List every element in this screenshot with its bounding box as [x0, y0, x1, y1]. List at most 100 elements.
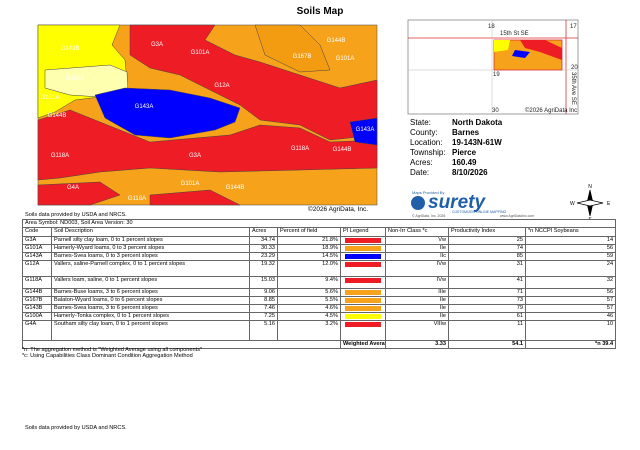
- map-area: G143B G3A G101A G167B G144B G101A G100A G101A G1…: [37, 19, 611, 220]
- soil-table: Area Symbol: ND003, Soil Area Version: 3…: [21, 219, 617, 349]
- soil-polygon: [37, 181, 121, 206]
- map-label: G144B: [226, 185, 245, 191]
- table-cell: IIe: [385, 244, 449, 253]
- map-label: G118A: [51, 153, 69, 159]
- info-value: 19-143N-61W: [452, 138, 502, 147]
- table-cell: VIIIw: [385, 320, 449, 341]
- column-header: Code: [22, 227, 52, 237]
- table-cell: Vallers loam, saline, 0 to 1 percent slo…: [51, 276, 250, 289]
- column-header: Soil Description: [51, 227, 250, 237]
- table-cell: 30.33: [249, 244, 278, 253]
- map-copyright: ©2026 AgriData, Inc.: [308, 205, 368, 213]
- info-value: 160.49: [452, 158, 477, 167]
- locator-label: 17: [570, 24, 577, 30]
- table-row: Area Symbol: ND003, Soil Area Version: 3…: [21, 219, 617, 228]
- table-cell: Hamerly-Wyard loams, 0 to 3 percent slop…: [51, 244, 250, 253]
- table-cell: IVw: [385, 276, 449, 289]
- pi-legend-swatch: [345, 322, 381, 327]
- soil-map: [37, 24, 378, 206]
- table-cell: 12.0%: [277, 260, 341, 277]
- table-cell: Vallers, saline-Parnell complex, 0 to 1 …: [51, 260, 250, 277]
- table-cell: 79: [448, 304, 526, 313]
- table-cell: G143B: [22, 304, 52, 313]
- table-cell: IIe: [385, 296, 449, 305]
- table-cell: 8.85: [249, 296, 278, 305]
- info-value: North Dakota: [452, 118, 503, 127]
- pi-legend-cell: [340, 288, 386, 297]
- map-label: G3A: [189, 153, 201, 159]
- footnote: *n: The aggregation method is "Weighted …: [22, 347, 202, 353]
- map-label: G143A: [356, 127, 375, 133]
- table-cell: 23.29: [249, 252, 278, 261]
- table-cell: IIIe: [385, 288, 449, 297]
- table-row: G3A Parnell silty clay loam, 0 to 1 perce…: [22, 236, 617, 245]
- table-cell: 41: [448, 276, 526, 289]
- table-cell: 25: [448, 236, 526, 245]
- info-label: County:: [410, 128, 438, 137]
- table-cell: 85: [448, 252, 526, 261]
- map-label: G144B: [327, 38, 346, 44]
- footnote: *c: Using Capabilities Class Dominant Co…: [22, 353, 193, 359]
- logo-caption: Maps Provided By: [412, 190, 444, 195]
- table-cell: G3A: [22, 236, 52, 245]
- map-label: G118A: [291, 146, 309, 152]
- table-cell: Vw: [385, 236, 449, 245]
- pi-legend-swatch: [345, 262, 381, 267]
- source-note: Soils data provided by USDA and NRCS.: [25, 212, 127, 218]
- pi-legend-cell: [340, 312, 386, 321]
- table-cell: 14: [524, 236, 617, 245]
- header-row: Code Soil Description Acres Percent of fiel…: [22, 227, 617, 237]
- table-cell: G118A: [22, 276, 52, 289]
- table-cell: G100A: [22, 312, 52, 321]
- pi-legend-swatch: [345, 254, 381, 259]
- table-cell: 57: [524, 296, 617, 305]
- soil-polygon: [349, 117, 378, 146]
- locator-label: ©2026 AgriData Inc: [525, 107, 577, 114]
- table-row: G144B Barnes-Buse loams, 3 to 6 percent s…: [22, 288, 617, 297]
- table-cell: IIe: [385, 304, 449, 313]
- table-cell: IVw: [385, 260, 449, 277]
- table-cell: 21.8%: [277, 236, 341, 245]
- table-cell: 5.6%: [277, 288, 341, 297]
- compass-w: W: [570, 201, 575, 207]
- locator-label: 15th St SE: [500, 31, 529, 37]
- table-cell: 7.25: [249, 312, 278, 321]
- info-label: Date:: [410, 168, 430, 177]
- info-label: Acres:: [410, 158, 433, 167]
- pi-legend-swatch: [345, 314, 381, 319]
- table-row: G143B Barnes-Svea loams, 3 to 6 percent s…: [22, 304, 617, 313]
- table-cell: 46: [524, 312, 617, 321]
- pi-legend-swatch: [345, 298, 381, 303]
- logo-url: www.AgriDataInc.com: [500, 214, 534, 218]
- locator-label: 35th Ave SE: [570, 72, 576, 105]
- table-cell: G167B: [22, 296, 52, 305]
- info-label: Location:: [410, 138, 443, 147]
- info-value: Barnes: [452, 128, 480, 137]
- compass: [576, 189, 604, 217]
- map-label: G101A: [191, 50, 210, 56]
- table-cell: 59: [524, 252, 617, 261]
- table-cell: 10: [524, 320, 617, 341]
- parcel-fill: [512, 50, 530, 58]
- pi-legend-cell: [340, 236, 386, 245]
- pi-legend-cell: [340, 276, 386, 289]
- info-value: 8/10/2026: [452, 168, 488, 177]
- compass-needle: [576, 199, 604, 207]
- map-label: G101A: [336, 56, 355, 62]
- info-label: State:: [410, 118, 431, 127]
- logo-tagline: CUSTOMIZED ONLINE MAPPING: [452, 210, 506, 214]
- map-label: G101A: [41, 95, 60, 101]
- logo: Maps Provided By surety CUSTOMIZED ONLIN…: [411, 190, 534, 218]
- table-row: G118A Vallers loam, saline, 0 to 1 percen…: [22, 276, 617, 289]
- table-cell: 34.74: [249, 236, 278, 245]
- logo-name: surety: [428, 192, 486, 213]
- pi-legend-cell: [340, 260, 386, 277]
- table-cell: 5.16: [249, 320, 278, 341]
- table-cell: 9.4%: [277, 276, 341, 289]
- compass-e: E: [607, 201, 611, 207]
- map-label: G144B: [48, 113, 67, 119]
- table-cell: G144B: [22, 288, 52, 297]
- table-cell: 4.5%: [277, 312, 341, 321]
- table-cell: Barnes-Buse loams, 3 to 6 percent slopes: [51, 288, 250, 297]
